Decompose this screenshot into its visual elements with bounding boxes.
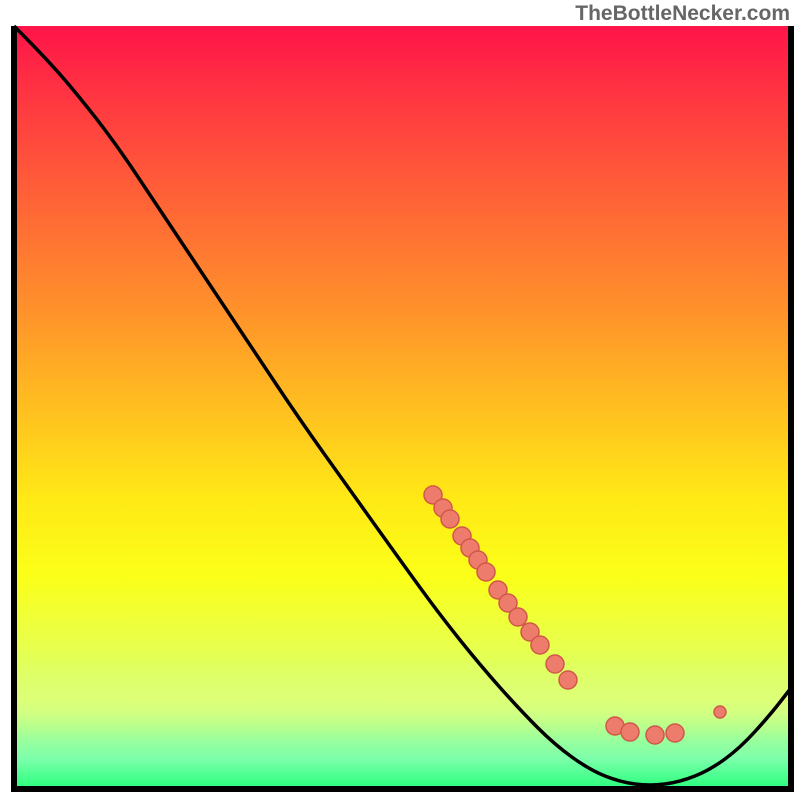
marker-point <box>621 723 639 741</box>
marker-point <box>666 724 684 742</box>
marker-point <box>477 563 495 581</box>
chart-container: TheBottleNecker.com <box>0 0 800 800</box>
attribution-text: TheBottleNecker.com <box>575 2 790 26</box>
marker-point <box>714 706 726 718</box>
marker-point <box>531 636 549 654</box>
bottleneck-chart <box>0 0 800 800</box>
marker-point <box>441 510 459 528</box>
marker-point <box>646 726 664 744</box>
marker-point <box>546 655 564 673</box>
marker-point <box>559 671 577 689</box>
marker-point <box>509 608 527 626</box>
